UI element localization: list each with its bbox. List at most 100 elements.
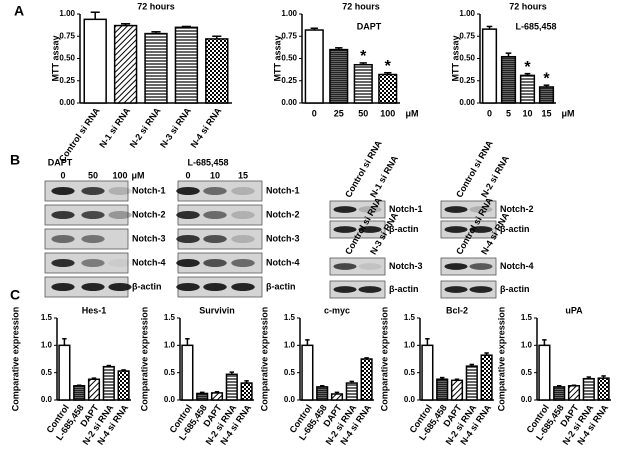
bar [117, 370, 130, 401]
blot-band [231, 259, 255, 267]
blot-band [51, 259, 75, 267]
bar [345, 382, 358, 401]
x-tick-label: 10 [522, 108, 532, 118]
blot-band [231, 235, 255, 243]
bar [378, 73, 398, 104]
y-tick-label: 0.25 [281, 76, 297, 85]
y-axis-label: MTT assay [272, 35, 282, 81]
blot-band [444, 226, 468, 233]
blot-band [333, 263, 357, 270]
bar [450, 379, 464, 401]
y-tick-label: 1.0 [284, 340, 296, 349]
bar [144, 32, 168, 104]
bar [225, 373, 238, 401]
bar [500, 55, 517, 104]
bar [330, 393, 344, 401]
blot-band [231, 211, 255, 219]
blot-band [333, 206, 357, 213]
x-tick-label: 100 [380, 108, 395, 118]
blot-strip [440, 280, 497, 299]
row-label: β-actin [389, 284, 419, 294]
x-tick-label: N-4 si RNA [189, 105, 224, 149]
blot-band [176, 235, 200, 243]
chart-title: Survivin [199, 305, 235, 315]
row-label: Notch-2 [500, 204, 534, 214]
row-label: Notch-2 [132, 209, 166, 219]
row-label: Notch-4 [500, 261, 534, 271]
bar [205, 38, 229, 104]
x-tick-label: 15 [541, 108, 551, 118]
blot-band [333, 286, 357, 293]
y-tick-label: 0.50 [459, 54, 475, 63]
y-tick-label: 0.00 [459, 98, 475, 107]
y-tick-label: 0.5 [284, 368, 296, 377]
blot-strip [329, 220, 386, 239]
bar [538, 344, 551, 401]
y-tick-label: 1.5 [404, 313, 416, 322]
x-tick-label: 0 [487, 108, 492, 118]
bar [196, 392, 209, 401]
row-label: Notch-1 [389, 204, 423, 214]
blot-strip [329, 257, 386, 276]
bar [181, 344, 194, 401]
blot-strip [329, 200, 386, 219]
blot-band [81, 211, 105, 219]
row-label: Notch-4 [132, 257, 166, 267]
row-label: Notch-3 [132, 233, 166, 243]
y-axis-label: Comparative expression [139, 307, 149, 412]
y-tick-label: 0.00 [59, 98, 75, 107]
bar [597, 377, 610, 401]
y-tick-label: 0.0 [164, 395, 176, 404]
y-tick-label: 1.00 [59, 9, 75, 18]
chart-subtitle: DAPT [357, 21, 382, 31]
blot-band [469, 263, 493, 270]
lane-label: 10 [210, 170, 220, 180]
blot-band [108, 187, 132, 195]
blot-band [51, 235, 75, 243]
y-tick-label: 0.0 [521, 395, 533, 404]
lane-label: 0 [60, 170, 65, 180]
bar [73, 385, 86, 401]
blot-band [469, 206, 493, 213]
x-axis-label: μM [561, 108, 574, 118]
blot-band [469, 286, 493, 293]
y-tick-label: 0.00 [281, 98, 297, 107]
row-label: β-actin [500, 224, 530, 234]
row-label: β-actin [132, 281, 162, 291]
bar [519, 74, 536, 104]
blot-band [176, 259, 200, 267]
bar [58, 344, 71, 401]
bar [480, 354, 493, 401]
blot-band [108, 283, 132, 291]
blot-band [203, 211, 227, 219]
y-axis-label: MTT assay [50, 35, 60, 81]
row-label: Notch-1 [132, 185, 166, 195]
blot-band [81, 283, 105, 291]
bar [301, 344, 314, 401]
lane-label: 0 [185, 170, 190, 180]
panel-label: C [10, 287, 20, 303]
blot-band [203, 187, 227, 195]
y-tick-label: 0.75 [281, 31, 297, 40]
y-tick-label: 0.50 [281, 54, 297, 63]
y-tick-label: 0.25 [59, 76, 75, 85]
x-tick-label: Control si RNA [57, 105, 102, 164]
bar [582, 377, 595, 401]
chart-title: Bcl-2 [446, 305, 468, 315]
y-axis-label: Comparative expression [379, 307, 389, 412]
y-tick-label: 0.5 [164, 368, 176, 377]
y-tick-label: 1.0 [404, 340, 416, 349]
panel-label: B [10, 152, 20, 168]
y-tick-label: 0.0 [404, 395, 416, 404]
y-tick-label: 0.50 [59, 54, 75, 63]
chart-title: 72 hours [137, 1, 175, 11]
blot-title: DAPT [48, 157, 73, 167]
y-tick-label: 1.5 [521, 313, 533, 322]
blot-strip [440, 257, 497, 276]
blot-band [81, 187, 105, 195]
bar [436, 378, 449, 401]
bar [360, 358, 373, 401]
row-label: Notch-2 [266, 209, 300, 219]
annotation: * [543, 70, 550, 87]
